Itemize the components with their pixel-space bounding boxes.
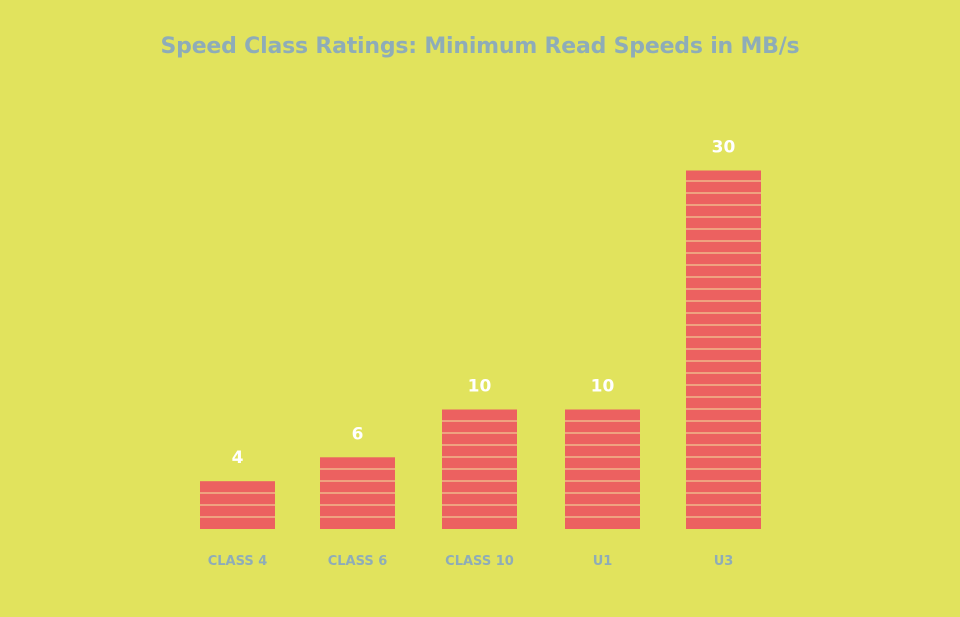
bar-u3 [686, 170, 761, 529]
category-tick-label: CLASS 4 [208, 554, 268, 569]
category-tick-label: U1 [593, 554, 613, 569]
bars-layer [200, 170, 761, 529]
value-label: 6 [352, 424, 364, 444]
bar-rect [686, 170, 761, 529]
category-tick-label: CLASS 10 [445, 554, 514, 569]
value-label: 4 [232, 448, 244, 468]
category-ticks-layer: CLASS 4 CLASS 6 CLASS 10 U1 U3 [208, 554, 734, 569]
category-tick-label: U3 [714, 554, 734, 569]
value-label: 30 [712, 138, 736, 158]
chart-title: Speed Class Ratings: Minimum Read Speeds… [160, 34, 800, 59]
bar-u1 [565, 409, 640, 529]
value-label: 10 [468, 377, 492, 397]
bar-class-4 [200, 481, 275, 529]
category-tick-label: CLASS 6 [328, 554, 388, 569]
value-labels-layer: 4 6 10 10 30 [232, 138, 736, 469]
value-label: 10 [591, 377, 615, 397]
bar-class-10 [442, 409, 517, 529]
bar-class-6 [320, 457, 395, 529]
